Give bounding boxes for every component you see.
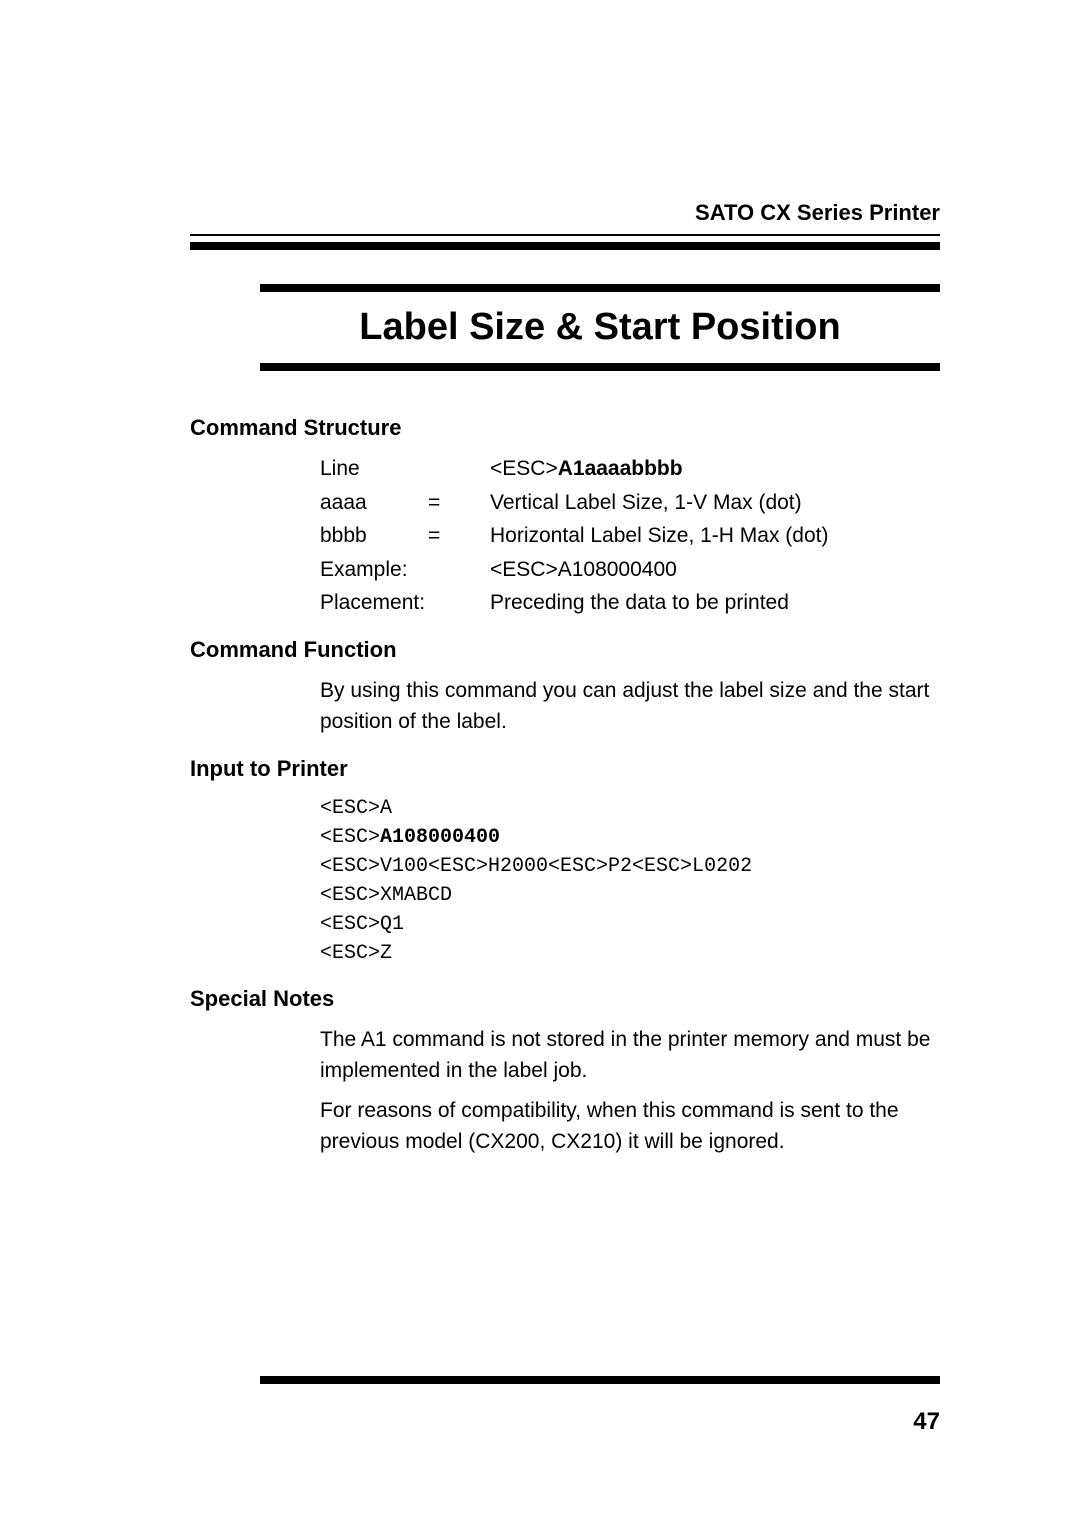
code-line-bold: A108000400 xyxy=(380,826,500,849)
code-line: <ESC>Q1 xyxy=(320,913,404,936)
special-notes-para: For reasons of compatibility, when this … xyxy=(320,1095,940,1158)
struct-right: <ESC>A1aaaabbbb xyxy=(490,453,940,485)
code-line: <ESC>V100<ESC>H2000<ESC>P2<ESC>L0202 xyxy=(320,855,752,878)
page-container: SATO CX Series Printer Label Size & Star… xyxy=(0,0,1080,1226)
struct-right: Horizontal Label Size, 1-H Max (dot) xyxy=(490,520,940,552)
code-line: <ESC>XMABCD xyxy=(320,884,452,907)
struct-row: Example: <ESC>A108000400 xyxy=(320,554,940,586)
command-function-text: By using this command you can adjust the… xyxy=(320,675,940,738)
title-bottom-rule xyxy=(260,363,940,371)
command-function-content: By using this command you can adjust the… xyxy=(320,675,940,738)
heading-input-to-printer: Input to Printer xyxy=(190,756,940,782)
page-number: 47 xyxy=(190,1408,940,1436)
code-line: <ESC>A xyxy=(320,797,392,820)
struct-right: <ESC>A108000400 xyxy=(490,554,940,586)
input-code-block: <ESC>A <ESC>A108000400 <ESC>V100<ESC>H20… xyxy=(320,794,940,968)
struct-right-bold: A1aaaabbbb xyxy=(558,457,683,480)
struct-eq: = xyxy=(428,487,490,519)
heading-command-function: Command Function xyxy=(190,637,940,663)
header-thick-rule xyxy=(190,242,940,250)
struct-row: bbbb = Horizontal Label Size, 1-H Max (d… xyxy=(320,520,940,552)
page-title: Label Size & Start Position xyxy=(260,306,940,349)
struct-row: Placement: Preceding the data to be prin… xyxy=(320,587,940,619)
struct-left: Example: xyxy=(320,554,490,586)
header-brand: SATO CX Series Printer xyxy=(190,200,940,226)
footer-rule xyxy=(260,1376,940,1384)
struct-right: Vertical Label Size, 1-V Max (dot) xyxy=(490,487,940,519)
struct-left: Placement: xyxy=(320,587,490,619)
struct-eq: = xyxy=(428,520,490,552)
header-thin-rule xyxy=(190,234,940,236)
special-notes-para: The A1 command is not stored in the prin… xyxy=(320,1024,940,1087)
struct-left: Line xyxy=(320,453,490,485)
heading-command-structure: Command Structure xyxy=(190,415,940,441)
code-line-prefix: <ESC> xyxy=(320,826,380,849)
struct-left: aaaa xyxy=(320,487,428,519)
struct-right-prefix: <ESC> xyxy=(490,457,558,480)
title-block: Label Size & Start Position xyxy=(260,284,940,371)
footer: 47 xyxy=(190,1376,940,1436)
struct-right: Preceding the data to be printed xyxy=(490,587,940,619)
title-top-rule xyxy=(260,284,940,292)
struct-left: bbbb xyxy=(320,520,428,552)
special-notes-content: The A1 command is not stored in the prin… xyxy=(320,1024,940,1158)
heading-special-notes: Special Notes xyxy=(190,986,940,1012)
struct-row: aaaa = Vertical Label Size, 1-V Max (dot… xyxy=(320,487,940,519)
struct-row: Line <ESC>A1aaaabbbb xyxy=(320,453,940,485)
command-structure-content: Line <ESC>A1aaaabbbb aaaa = Vertical Lab… xyxy=(320,453,940,619)
code-line: <ESC>Z xyxy=(320,942,392,965)
